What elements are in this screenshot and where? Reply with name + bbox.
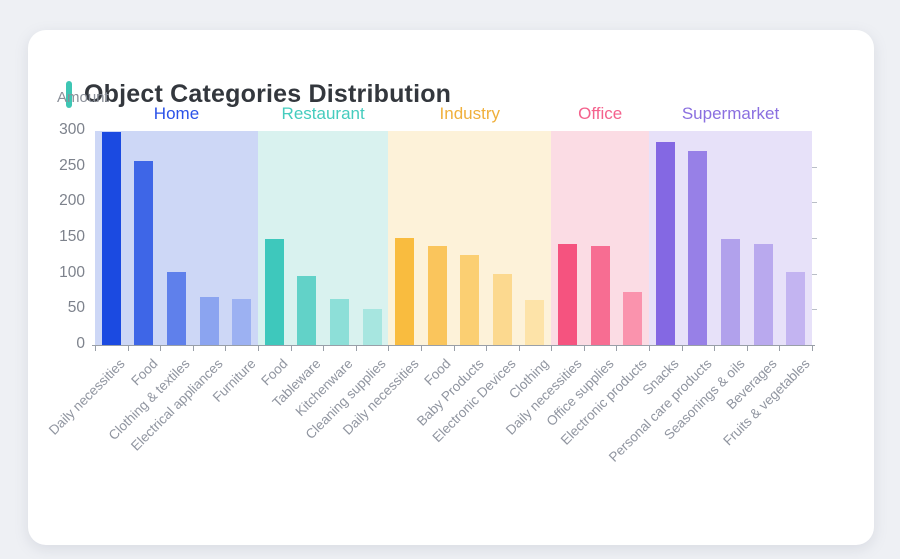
bar-food[interactable] <box>427 245 447 345</box>
card-header: Object Categories Distribution <box>66 80 451 109</box>
bar-clothing-textiles[interactable] <box>166 272 186 345</box>
y-tick-label: 250 <box>59 156 85 174</box>
bar-daily-necessities[interactable] <box>558 243 578 345</box>
bar-electronic-devices[interactable] <box>492 274 512 345</box>
y-tick-label: 200 <box>59 192 85 210</box>
bar-office-supplies[interactable] <box>590 245 610 345</box>
y-axis-name: Amount <box>57 89 109 106</box>
bar-daily-necessities[interactable] <box>395 238 415 345</box>
x-axis-tick <box>225 345 227 351</box>
x-axis-tick <box>420 345 422 351</box>
x-axis-tick <box>95 345 96 351</box>
plot-area: Amount 0 50 100 150 200 250 300 Home Daily neces… <box>46 89 817 465</box>
x-axis-tick <box>812 345 813 351</box>
bar-clothing[interactable] <box>525 300 545 345</box>
x-axis-tick <box>779 345 781 351</box>
x-axis-tick <box>192 345 194 351</box>
y-tick-label: 150 <box>59 228 85 245</box>
bar-personal-care-products[interactable] <box>688 150 708 345</box>
group-label-supermarket: Supermarket <box>681 104 780 123</box>
bar-electronic-products[interactable] <box>623 291 643 345</box>
x-axis-tick <box>323 345 325 351</box>
x-axis-tick <box>583 345 585 351</box>
x-axis-tick <box>453 345 455 351</box>
bar-daily-necessities[interactable] <box>101 132 121 345</box>
right-axis-tick <box>812 309 817 311</box>
right-axis-tick <box>812 166 817 168</box>
x-axis-tick <box>160 345 162 351</box>
x-axis-tick <box>551 345 553 351</box>
y-tick-label: 50 <box>67 299 85 317</box>
bar-seasonings-oils[interactable] <box>721 238 741 345</box>
bar-electrical-appliances[interactable] <box>199 296 219 345</box>
group-label-industry: Industry <box>439 104 501 123</box>
bar-furniture[interactable] <box>232 299 252 345</box>
x-axis-tick <box>714 345 716 351</box>
x-axis-tick <box>127 345 129 351</box>
chart-card: Object Categories Distribution Amount 0 5… <box>28 30 874 545</box>
bar-cleaning-supplies[interactable] <box>362 308 382 345</box>
x-axis-tick <box>746 345 748 351</box>
bar-beverages[interactable] <box>753 244 773 345</box>
group-label-restaurant: Restaurant <box>281 104 365 123</box>
x-axis-tick <box>486 345 488 351</box>
y-tick-label: 300 <box>59 121 85 138</box>
bar-food[interactable] <box>134 160 154 345</box>
bar-fruits-vegetables[interactable] <box>786 272 806 345</box>
bar-kitchenware[interactable] <box>329 298 349 345</box>
x-axis-tick <box>616 345 618 351</box>
right-axis-tick <box>812 273 817 275</box>
x-axis-tick <box>388 345 390 351</box>
x-axis-tick <box>257 345 259 351</box>
x-axis-tick <box>681 345 683 351</box>
x-axis-tick <box>518 345 520 351</box>
x-axis-tick <box>355 345 357 351</box>
group-label-office: Office <box>578 104 623 123</box>
bar-snacks[interactable] <box>655 141 675 345</box>
right-axis-tick <box>812 202 817 204</box>
bar-baby-products[interactable] <box>460 255 480 345</box>
title-accent-bar <box>66 81 72 108</box>
bar-tableware[interactable] <box>297 275 317 345</box>
y-tick-label: 100 <box>59 263 85 281</box>
x-axis-tick <box>649 345 651 351</box>
group-label-home: Home <box>153 104 200 123</box>
y-tick-label: 0 <box>76 335 85 352</box>
bar-food[interactable] <box>264 239 284 345</box>
right-axis-tick <box>812 238 817 239</box>
x-axis-tick <box>290 345 292 351</box>
page-title: Object Categories Distribution <box>84 80 452 108</box>
